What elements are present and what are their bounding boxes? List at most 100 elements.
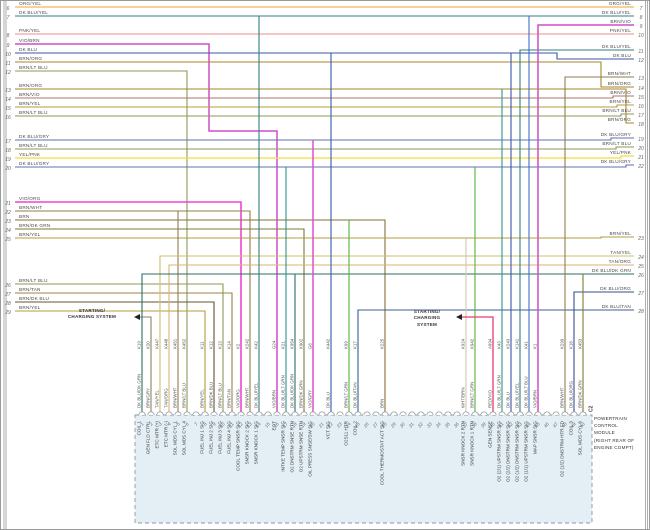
pin-number: 5 — [175, 421, 181, 426]
pin-wire-color: VIO/ORG — [236, 389, 241, 408]
left-row-number: 16 — [5, 115, 11, 121]
wire-dk-blu-org — [573, 291, 634, 412]
pin-function: O2 (1/1) UPSTRM SNSR SIG — [524, 421, 529, 482]
pin-number: 2 — [148, 421, 154, 427]
pin-wire-color: BRN/DK GRN — [299, 380, 304, 408]
right-row-number: 10 — [638, 33, 644, 39]
pin-circuit-id: G6 — [308, 343, 313, 349]
pin-number: 31 — [408, 421, 415, 428]
pin-arc — [345, 411, 353, 416]
pin-function: SOL MDS CYL 4 — [182, 421, 187, 456]
pin-number: 8 — [202, 421, 208, 426]
pin-number: 38 — [471, 421, 478, 428]
left-wire-label: BRN/LT BLU — [19, 278, 48, 283]
left-row-number: 12 — [5, 70, 11, 76]
pin-function: COIL 1 — [137, 421, 142, 436]
pcm-connector-box — [134, 414, 593, 524]
pin-circuit-id: K11 — [200, 341, 205, 349]
pin-number: 17 — [282, 421, 289, 428]
pin-circuit-id: K942 — [470, 338, 475, 349]
pin-function: GEN SENSE — [488, 421, 493, 448]
pin-arc — [399, 411, 407, 416]
left-row-number: 19 — [5, 157, 11, 163]
left-wire-label: DK BLU/GRY — [19, 161, 50, 166]
pin-function: COOL THERMOSTAT ACT SIG — [380, 421, 385, 486]
pin-wire-color: WHT/BRN — [461, 388, 466, 409]
pin-arc — [552, 411, 560, 416]
wire-brn-vio — [15, 95, 634, 99]
left-row-number: 14 — [5, 97, 11, 103]
right-row-number: 9 — [640, 24, 643, 30]
pin-number: 24 — [344, 421, 352, 429]
pin-number: 14 — [255, 421, 262, 428]
wire-dk-blu-gry — [15, 137, 634, 141]
pin-number: 20 — [308, 421, 316, 429]
pin-arc — [246, 411, 254, 416]
left-wire-label: BRN/YEL — [19, 101, 41, 106]
wire-brn — [15, 219, 386, 412]
pin-circuit-id: K18 — [569, 341, 574, 349]
pin-number: 1 — [139, 421, 145, 426]
right-wire-label: ORG/YEL — [609, 1, 631, 6]
pin-arc — [147, 411, 155, 416]
pin-wire-color: VIO/GRY — [308, 390, 313, 408]
pin-circuit-id: K13 — [218, 341, 223, 349]
pin-wire-color: BRN — [380, 399, 385, 408]
pin-circuit-id: K924 — [461, 338, 466, 349]
left-row-number: 23 — [4, 219, 11, 225]
pin-arc — [525, 411, 533, 416]
right-wire-label: DK BLU/GRY — [601, 132, 632, 137]
left-wire-label: BRN/VIO — [19, 92, 40, 97]
pin-arc — [363, 411, 371, 416]
right-wire-label: TAN/YEL — [610, 250, 631, 255]
pin-number: 29 — [389, 421, 397, 429]
pin-number: 28 — [380, 421, 388, 429]
pin-number: 13 — [246, 421, 253, 428]
right-row-number: 27 — [637, 291, 644, 297]
wire-brn-yel — [15, 236, 634, 239]
pin-arc — [282, 411, 290, 416]
pin-wire-color: TAN/YEL — [155, 389, 160, 408]
pin-number: 9 — [211, 421, 217, 426]
pin-wire-color: DK BLU/DK GRN — [290, 374, 295, 408]
pin-arc — [291, 411, 299, 416]
pin-number: 15 — [264, 421, 271, 428]
right-row-number: 8 — [640, 15, 643, 21]
wire-dk-blu-tan — [357, 309, 634, 412]
pin-circuit-id: G24 — [272, 340, 277, 349]
pin-wire-color: DK BLU/LT GRN — [281, 375, 286, 408]
right-wire-label: DK BLU/YEL — [602, 44, 631, 49]
pin-function: FUEL INJ 4 SIG — [227, 421, 232, 454]
right-row-number: 13 — [638, 76, 644, 82]
right-wire-label: DK BLU/DK GRN — [592, 268, 631, 273]
wire-brn-org — [15, 88, 634, 124]
wire-brn-lt-blu — [15, 283, 224, 412]
pin-function: INTKE TEMP SNSR SIG — [281, 421, 286, 472]
pin-number: 16 — [273, 421, 280, 428]
pin-function: SNSR KNOCK 1 RTN — [470, 421, 475, 466]
right-row-number: 25 — [637, 264, 644, 270]
right-wire-label: BRN/ORG — [608, 117, 631, 122]
pin-circuit-id: K902 — [299, 338, 304, 349]
wire-brn-yel — [15, 104, 634, 108]
left-wire-label: ORG/YEL — [19, 1, 41, 6]
pin-wire-color: RED/VIO — [488, 389, 493, 408]
pin-number: 50 — [579, 421, 586, 428]
left-row-number: 29 — [4, 310, 11, 316]
left-wire-label: DK BLU — [19, 47, 38, 52]
pin-function: COOL TEMP SNSR SIG — [236, 421, 241, 471]
wire-brn-dk-blu — [15, 301, 215, 412]
left-row-number: 17 — [5, 139, 11, 145]
pin-number: 33 — [426, 421, 433, 428]
pin-number: 21 — [317, 421, 325, 429]
left-wire-label: BRN/ORG — [19, 56, 42, 61]
pin-arc — [471, 411, 479, 416]
wire-brn-wht — [564, 76, 634, 412]
left-wire-label: BRN/TAN — [19, 287, 41, 292]
pin-circuit-id: K42 — [254, 341, 259, 349]
pin-number: 6 — [184, 421, 190, 426]
pin-wire-color: BRN/LT GRN — [344, 382, 349, 408]
pin-arc — [561, 411, 569, 416]
pin-arc — [480, 411, 488, 416]
